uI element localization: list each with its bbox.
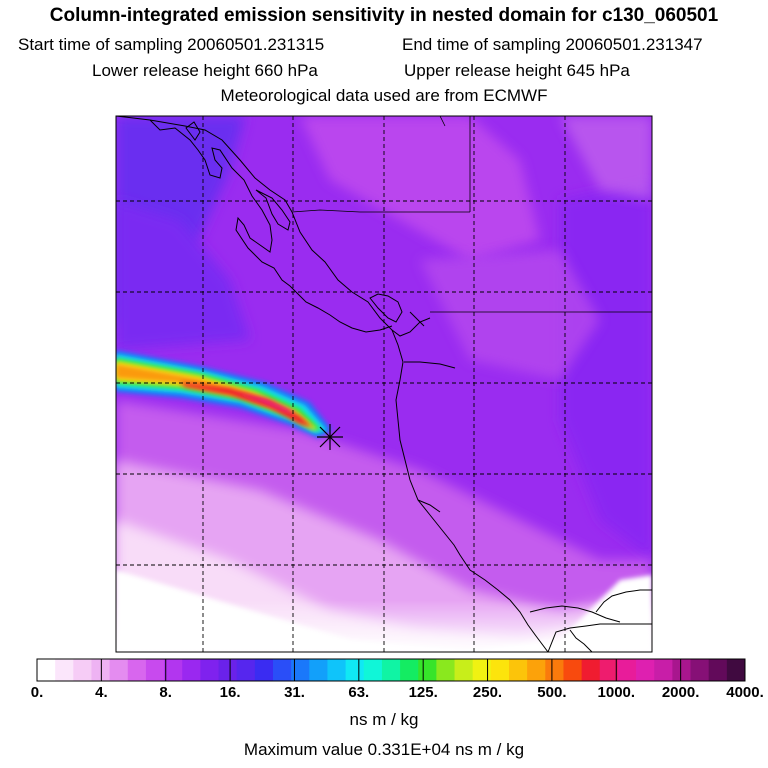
colorbar-label: 8.: [159, 684, 172, 701]
colorbar-swatch: [708, 659, 728, 681]
max-value-label: Maximum value 0.331E+04 ns m / kg: [243, 740, 525, 759]
plume-magenta-core: [235, 392, 296, 414]
colorbar-swatch: [109, 659, 129, 681]
colorbar-swatch: [37, 659, 56, 681]
colorbar-swatch: [127, 659, 147, 681]
colorbar-swatch: [254, 659, 274, 681]
units-label: ns m / kg: [349, 710, 419, 729]
colorbar-swatch: [418, 659, 437, 681]
colorbar-label: 16.: [219, 684, 241, 701]
colorbar-label: 1000.: [597, 684, 636, 701]
field-light-patch-ne: [560, 116, 652, 200]
colorbar-swatch: [509, 659, 528, 681]
colorbar-swatch: [654, 659, 673, 681]
colorbar-swatch: [617, 659, 637, 681]
colorbar-swatch: [472, 659, 492, 681]
colorbar-swatch: [145, 659, 165, 681]
political-borders: [291, 116, 652, 313]
colorbar-swatch: [91, 659, 111, 681]
field-blue-band-mid: [116, 200, 250, 350]
colorbar-label: 500.: [537, 684, 567, 701]
colorbar-swatch: [672, 659, 692, 681]
colorbar-label: 4000.: [726, 684, 764, 701]
map-field: [116, 116, 652, 652]
colorbar-swatch: [400, 659, 419, 681]
colorbar-swatch: [381, 659, 401, 681]
map-frame: [115, 115, 653, 653]
colorbar-swatch: [73, 659, 92, 681]
colorbar-label: 31.: [284, 684, 305, 701]
colorbar-swatch: [545, 659, 564, 681]
end-time-label: End time of sampling 20060501.231347: [402, 35, 703, 54]
start-time-label: Start time of sampling 20060501.231315: [18, 35, 325, 54]
colorbar-swatch: [291, 659, 310, 681]
colorbar-swatch: [436, 659, 456, 681]
colorbar-swatch: [726, 659, 746, 681]
colorbar-swatch: [527, 659, 546, 681]
colorbar-swatch: [563, 659, 583, 681]
colorbar-swatch: [581, 659, 601, 681]
colorbar-swatch: [309, 659, 328, 681]
colorbar-label: 125.: [408, 684, 438, 701]
colorbar-swatch: [690, 659, 710, 681]
colorbar-label: 4.: [95, 684, 108, 701]
met-data-label: Meteorological data used are from ECMWF: [220, 86, 548, 105]
plot-title: Column-integrated emission sensitivity i…: [49, 5, 719, 26]
release-point-star-icon: [317, 424, 343, 450]
colorbar-swatch: [363, 659, 383, 681]
colorbar-swatch: [55, 659, 74, 681]
colorbar-swatch: [200, 659, 220, 681]
colorbar-swatch: [345, 659, 365, 681]
upper-release-height-label: Upper release height 645 hPa: [404, 61, 630, 80]
plume-red-core: [180, 382, 312, 427]
colorbar: [37, 659, 746, 681]
colorbar-swatch: [636, 659, 655, 681]
colorbar-label: 63.: [348, 684, 370, 701]
colorbar-label: 0.: [30, 684, 44, 701]
plume-orange: [116, 364, 314, 430]
colorbar-swatch: [490, 659, 510, 681]
colorbar-frame: [36, 658, 746, 682]
colorbar-swatch: [218, 659, 238, 681]
lat-lon-grid: [116, 116, 652, 652]
colorbar-swatch: [236, 659, 256, 681]
field-light-patch-east: [420, 250, 600, 380]
colorbar-swatch: [327, 659, 347, 681]
field-right-band: [560, 180, 652, 560]
colorbar-swatch: [599, 659, 619, 681]
colorbar-label: 2000.: [661, 684, 700, 701]
field-light-patch-north: [300, 116, 540, 260]
coastlines: [116, 116, 652, 652]
colorbar-swatch: [182, 659, 201, 681]
colorbar-label: 250.: [472, 684, 503, 701]
colorbar-swatch: [454, 659, 474, 681]
colorbar-swatch: [164, 659, 183, 681]
colorbar-swatch: [273, 659, 292, 681]
lower-release-height-label: Lower release height 660 hPa: [92, 61, 318, 80]
